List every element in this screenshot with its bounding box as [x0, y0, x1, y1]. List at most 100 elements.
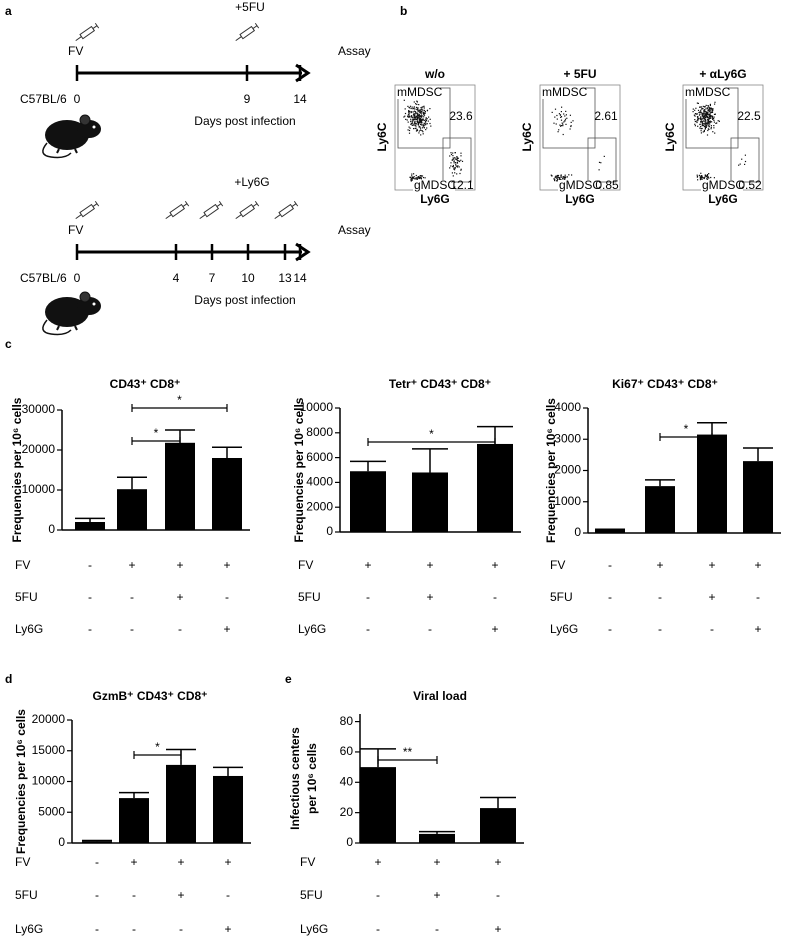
- event-dot: [429, 108, 431, 110]
- y-tick-label: 80: [340, 714, 354, 728]
- event-dot: [429, 118, 431, 120]
- event-dot: [414, 121, 416, 123]
- event-dot: [700, 132, 702, 134]
- treatment-sign: +: [433, 888, 440, 902]
- event-dot: [422, 124, 424, 126]
- event-dot: [415, 103, 417, 105]
- y-axis-label: Ly6C: [663, 122, 677, 151]
- y-tick-label: 4000: [554, 400, 581, 414]
- treatment-sign: +: [224, 855, 231, 869]
- treatment-sign: +: [223, 558, 230, 572]
- event-dot: [556, 177, 558, 179]
- treatment-sign: +: [128, 558, 135, 572]
- event-dot: [553, 122, 555, 124]
- y-tick-label: 3000: [554, 431, 581, 445]
- event-dot: [420, 123, 422, 126]
- y-tick-label: 20000: [22, 442, 56, 456]
- event-dot: [416, 103, 418, 105]
- event-dot: [416, 128, 418, 131]
- event-dot: [710, 128, 712, 130]
- treatment-name: 5FU: [300, 888, 323, 902]
- event-dot: [421, 115, 423, 117]
- event-dot: [553, 178, 555, 180]
- event-dot: [560, 119, 563, 121]
- mouse-feet: [56, 325, 78, 331]
- event-dot: [707, 174, 709, 176]
- event-dot: [707, 129, 709, 132]
- event-dot: [449, 167, 451, 169]
- event-dot: [415, 125, 417, 127]
- y-tick-label: 15000: [32, 743, 66, 757]
- event-dot: [702, 177, 704, 179]
- event-dot: [403, 116, 405, 118]
- mouse-ear: [79, 291, 91, 303]
- event-dot: [449, 155, 451, 157]
- event-dot: [710, 115, 712, 117]
- event-dot: [417, 109, 420, 111]
- event-dot: [717, 120, 719, 122]
- event-dot: [701, 108, 703, 110]
- event-dot: [456, 156, 458, 158]
- event-dot: [417, 107, 419, 109]
- event-dot: [418, 110, 420, 112]
- y-tick-label: 60: [340, 744, 354, 758]
- event-dot: [711, 111, 713, 113]
- event-dot: [424, 177, 426, 179]
- event-dot: [417, 121, 419, 123]
- day-label: 14: [293, 92, 307, 106]
- event-dot: [416, 177, 418, 179]
- gate-label: mMDSC: [542, 85, 588, 99]
- event-dot: [410, 116, 412, 118]
- bar: [75, 522, 105, 530]
- treatment-name: 5FU: [298, 590, 321, 604]
- start-label: FV: [68, 44, 83, 58]
- event-dot: [452, 175, 454, 177]
- event-dot: [702, 108, 704, 110]
- event-dot: [705, 120, 707, 122]
- event-dot: [409, 127, 411, 129]
- event-dot: [429, 122, 431, 125]
- event-dot: [423, 124, 425, 126]
- event-dot: [708, 126, 710, 128]
- event-dot: [739, 163, 741, 165]
- day-label: 0: [74, 271, 81, 285]
- event-dot: [744, 163, 746, 165]
- syringe-grip: [94, 22, 100, 29]
- event-dot: [693, 114, 695, 116]
- treatment-sign: +: [426, 558, 433, 572]
- event-dot: [557, 176, 559, 178]
- event-dot: [413, 123, 415, 125]
- event-dot: [707, 176, 709, 178]
- event-dot: [709, 114, 711, 116]
- event-dot: [411, 123, 413, 125]
- event-dot: [408, 112, 410, 114]
- y-axis-label: Frequencies per 10⁶ cells: [10, 397, 24, 542]
- event-dot: [707, 105, 709, 107]
- event-dot: [414, 116, 416, 118]
- end-label: Assay: [338, 44, 371, 58]
- event-dot: [411, 106, 413, 108]
- mouse-tail: [42, 142, 72, 159]
- event-dot: [450, 152, 452, 154]
- event-dot: [453, 167, 455, 169]
- event-dot: [416, 100, 418, 102]
- event-dot: [710, 116, 712, 118]
- event-dot: [744, 154, 746, 156]
- event-dot: [417, 120, 419, 122]
- event-dot: [598, 169, 600, 171]
- day-label: 0: [74, 92, 81, 106]
- mouse-eye: [92, 302, 96, 306]
- event-dot: [709, 112, 712, 114]
- event-dot: [703, 124, 705, 127]
- event-dot: [417, 110, 419, 112]
- bar: [595, 529, 625, 533]
- treatment-sign: -: [132, 888, 136, 902]
- event-dot: [713, 119, 715, 121]
- event-dot: [460, 168, 462, 170]
- event-dot: [564, 118, 567, 120]
- event-dot: [566, 176, 568, 178]
- event-dot: [709, 107, 711, 110]
- syringe-icon: [75, 22, 100, 42]
- event-dot: [700, 128, 702, 130]
- gate-label: gMDSC: [414, 178, 456, 192]
